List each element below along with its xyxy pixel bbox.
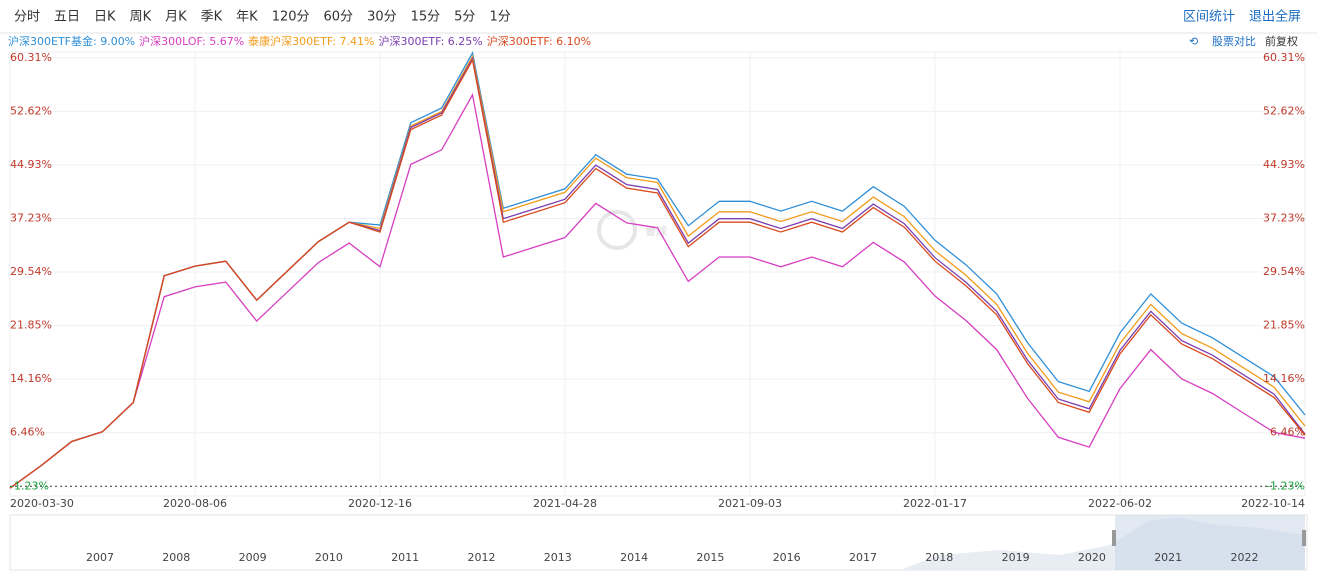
navigator-year: 2022: [1231, 551, 1259, 564]
y-tick-label-right: 14.16%: [1263, 372, 1305, 385]
y-tick-label: 44.93%: [10, 158, 52, 171]
range-stats[interactable]: 区间统计: [1183, 10, 1235, 25]
grid: [10, 52, 1305, 496]
y-tick-label: 29.54%: [10, 265, 52, 278]
y-tick-label: 52.62%: [10, 104, 52, 117]
navigator-year: 2010: [315, 551, 343, 564]
toolbar-item[interactable]: 年K: [236, 10, 258, 25]
toolbar-item[interactable]: 日K: [94, 10, 116, 25]
y-tick-label: 14.16%: [10, 372, 52, 385]
y-tick-label-right: -1.23%: [1266, 479, 1305, 492]
toolbar-item[interactable]: 月K: [165, 10, 187, 25]
navigator-year: 2017: [849, 551, 877, 564]
x-tick-label: 2022-10-14: [1241, 497, 1305, 510]
toolbar-item[interactable]: 周K: [130, 10, 152, 25]
legend-entry: 沪深300ETF: 6.25%: [378, 34, 482, 48]
compare-icon: ⟲: [1189, 35, 1198, 48]
watermark-text: 雪球: [645, 224, 668, 238]
toolbar-item[interactable]: 5分: [454, 10, 475, 25]
toolbar-item[interactable]: 五日: [54, 10, 80, 25]
toolbar-item[interactable]: 120分: [272, 10, 310, 25]
legend: 沪深300ETF基金: 9.00% 沪深300LOF: 5.67% 泰康沪深300E…: [8, 34, 591, 48]
navigator-year: 2019: [1002, 551, 1030, 564]
exit-fullscreen[interactable]: 退出全屏: [1249, 9, 1301, 25]
navigator-handle[interactable]: [1302, 530, 1306, 546]
legend-entry: 沪深300ETF: 6.10%: [487, 34, 591, 48]
series: [9, 51, 1306, 489]
navigator-year: 2020: [1078, 551, 1106, 564]
navigator-year: 2015: [696, 551, 724, 564]
legend-entry: 沪深300ETF基金: 9.00%: [8, 34, 135, 48]
navigator-handle[interactable]: [1112, 530, 1116, 546]
x-tick-label: 2021-04-28: [533, 497, 597, 510]
axis-labels: 60.31% 60.31% 52.62% 52.62% 44.93% 44.93% 37.2…: [10, 51, 1305, 510]
toolbar-item[interactable]: 1分: [489, 10, 510, 25]
toolbar-item[interactable]: 季K: [201, 10, 223, 25]
y-tick-label: 60.31%: [10, 51, 52, 64]
toolbar-item[interactable]: 分时: [14, 10, 40, 25]
navigator-year: 2016: [773, 551, 801, 564]
toolbar-item[interactable]: 15分: [411, 10, 441, 25]
navigator-year: 2007: [86, 551, 114, 564]
x-tick-label: 2021-09-03: [718, 497, 782, 510]
y-tick-label-right: 29.54%: [1263, 265, 1305, 278]
watermark: 雪球: [597, 210, 668, 250]
y-tick-label-right: 52.62%: [1263, 104, 1305, 117]
navigator-year: 2021: [1154, 551, 1182, 564]
toolbar-item[interactable]: 60分: [324, 10, 354, 25]
legend-entry: 泰康沪深300ETF: 7.41%: [248, 34, 374, 48]
toolbar-item[interactable]: 30分: [367, 10, 397, 25]
plot-frame: [9, 51, 1306, 497]
navigator-selection[interactable]: [1115, 515, 1305, 570]
compare-stocks[interactable]: 股票对比: [1212, 34, 1256, 48]
y-tick-label-right: 60.31%: [1263, 51, 1305, 64]
y-tick-label: -1.23%: [10, 479, 49, 492]
y-tick-label: 6.46%: [10, 426, 45, 439]
toolbar-bg: [0, 0, 1317, 33]
x-tick-label: 2022-01-17: [903, 497, 967, 510]
y-tick-label-right: 37.23%: [1263, 212, 1305, 225]
navigator-year: 2012: [468, 551, 496, 564]
navigator-year: 2018: [925, 551, 953, 564]
x-tick-label: 2020-12-16: [348, 497, 412, 510]
series-line: [9, 92, 1306, 489]
y-tick-label: 21.85%: [10, 319, 52, 332]
navigator-years: 2007 2008 2009 2010 2011 2012 2013 2014 2015 2016…: [86, 551, 1259, 564]
navigator-area: [10, 518, 1305, 570]
legend-entry: 沪深300LOF: 5.67%: [139, 34, 244, 48]
x-tick-label: 2020-03-30: [10, 497, 74, 510]
y-tick-label: 37.23%: [10, 212, 52, 225]
adjust-mode[interactable]: 前复权: [1265, 34, 1298, 48]
y-tick-label-right: 6.46%: [1270, 426, 1305, 439]
navigator-year: 2008: [162, 551, 190, 564]
navigator-year: 2009: [239, 551, 267, 564]
series-line: [9, 58, 1306, 489]
y-tick-label-right: 44.93%: [1263, 158, 1305, 171]
x-tick-label: 2020-08-06: [163, 497, 227, 510]
toolbar: 分时 五日 日K 周K 月K 季K 年K 120分 60分 30分 15分 5分 1分: [14, 10, 511, 25]
y-tick-label-right: 21.85%: [1263, 319, 1305, 332]
navigator-year: 2013: [544, 551, 572, 564]
x-tick-label: 2022-06-02: [1088, 497, 1152, 510]
navigator-year: 2014: [620, 551, 648, 564]
navigator-year: 2011: [391, 551, 419, 564]
